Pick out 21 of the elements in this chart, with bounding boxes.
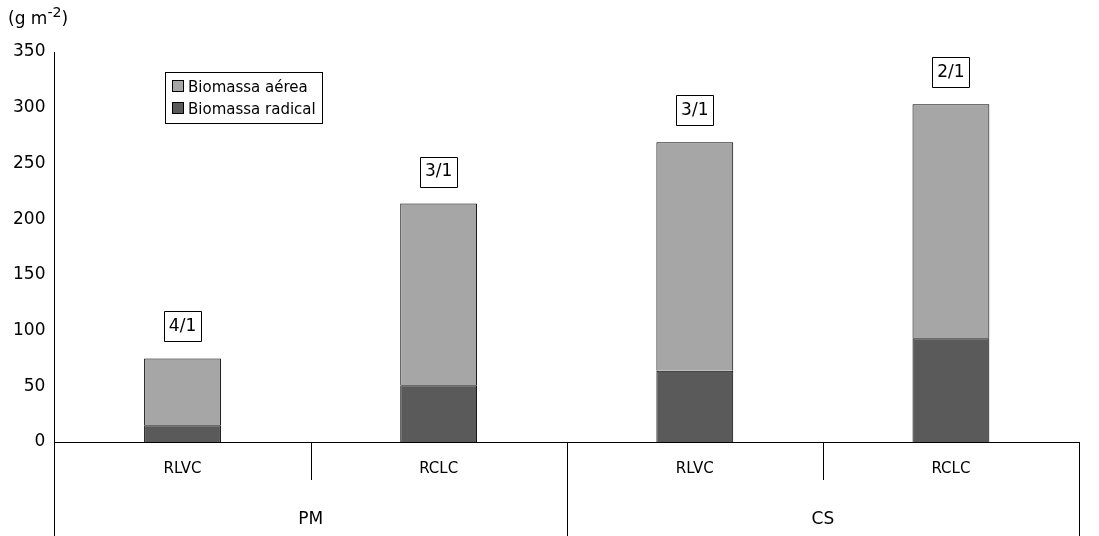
y-tick-label: 0	[34, 430, 46, 451]
y-tick-label: 100	[12, 318, 46, 339]
annotation: 4/1	[168, 314, 197, 335]
x-tick-label: RLVC	[675, 458, 714, 477]
y-tick-label: 300	[12, 96, 46, 117]
legend-label: Biomassa aérea	[187, 77, 309, 98]
y-tick-label: 350	[12, 40, 46, 61]
annotation: 3/1	[681, 98, 709, 119]
annotation: 3/1	[424, 159, 453, 180]
text: PM	[298, 508, 324, 529]
x-tick-label: RLVC	[163, 458, 202, 477]
y-tick-label: 200	[12, 207, 46, 228]
annotation: 2/1	[937, 60, 965, 81]
y-axis-title: (g m$^{-2}$)	[8, 4, 69, 28]
y-tick-label: 50	[23, 374, 46, 395]
x-tick-label: RCLC	[931, 458, 971, 477]
y-tick-label: 150	[12, 263, 46, 284]
y-tick-label: 250	[12, 151, 46, 172]
legend-label: Biomassa radical	[187, 99, 316, 120]
x-tick-label: RCLC	[419, 458, 459, 477]
text: CS	[811, 508, 835, 529]
